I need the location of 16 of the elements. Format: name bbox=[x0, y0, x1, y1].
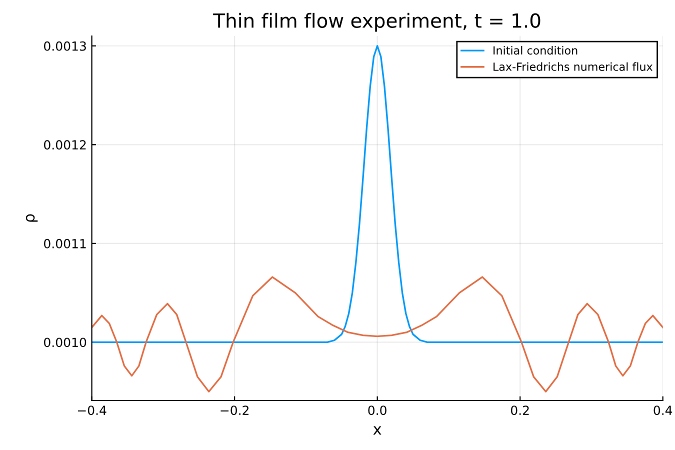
y-axis-title: ρ bbox=[26, 214, 38, 222]
x-axis-title: x bbox=[373, 426, 382, 435]
y-tick-label: 0.0011 bbox=[44, 238, 86, 248]
y-tick-label: 0.0013 bbox=[44, 41, 86, 51]
legend-label: Lax-Friedrichs numerical flux bbox=[494, 62, 652, 71]
x-tick-label: 0.2 bbox=[510, 406, 529, 416]
x-tick-label: 0.0 bbox=[368, 406, 386, 416]
y-tick-label: 0.0010 bbox=[44, 338, 86, 348]
x-tick-label: −0.2 bbox=[220, 406, 248, 416]
y-tick-label: 0.0012 bbox=[44, 140, 86, 150]
x-tick-label: 0.4 bbox=[654, 406, 672, 416]
legend-label: Initial condition bbox=[494, 46, 578, 55]
chart-title: Thin film flow experiment, t = 1.0 bbox=[213, 12, 540, 32]
line-series bbox=[92, 45, 663, 344]
line-series bbox=[92, 276, 663, 392]
x-tick-label: −0.4 bbox=[78, 406, 106, 416]
